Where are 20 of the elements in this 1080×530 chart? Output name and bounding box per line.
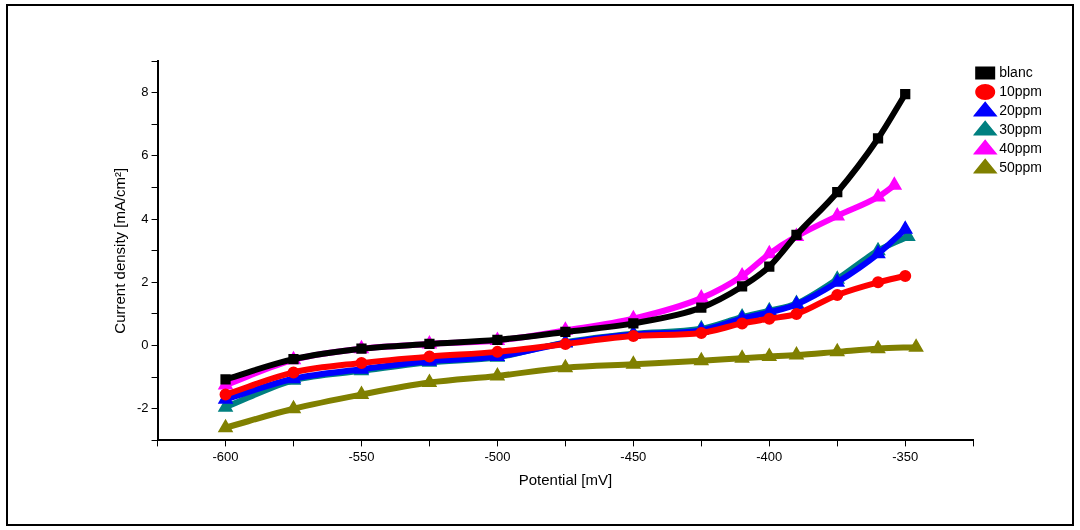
y-tick-label: 8	[141, 84, 149, 100]
y-tick-label: -2	[137, 400, 149, 416]
y-tick-label: 4	[141, 210, 149, 226]
x-tick-label: -450	[620, 448, 647, 464]
x-tick-label: -500	[484, 448, 511, 464]
x-tick-label: -550	[348, 448, 375, 464]
x-tick-label: -350	[892, 448, 919, 464]
y-tick-label: 6	[141, 147, 149, 163]
x-tick-label: -400	[756, 448, 783, 464]
legend-label: blanc	[999, 63, 1033, 80]
x-tick-label: -600	[212, 448, 239, 464]
y-tick-label: 2	[141, 273, 149, 289]
legend-label: 40ppm	[999, 139, 1043, 156]
legend-label: 50ppm	[999, 158, 1043, 175]
legend-label: 30ppm	[999, 120, 1043, 137]
y-tick-label: 0	[141, 337, 149, 353]
legend-label: 20ppm	[999, 101, 1043, 118]
x-axis-title: Potential [mV]	[518, 471, 613, 489]
y-axis-title: Current density [mA/cm²]	[111, 167, 129, 334]
legend-label: 10ppm	[999, 82, 1043, 99]
